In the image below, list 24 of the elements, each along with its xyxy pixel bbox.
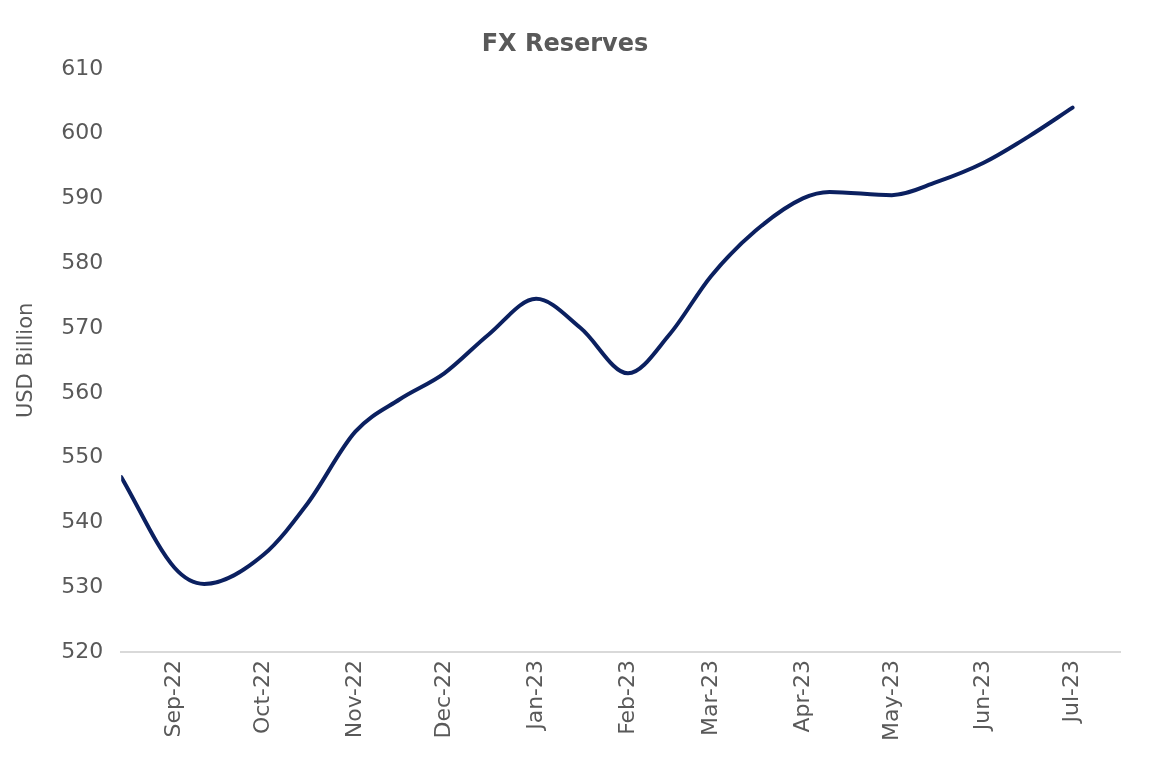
y-tick-label: 610 — [61, 54, 104, 80]
x-tick-label: Nov-22 — [341, 659, 367, 739]
x-tick-label: Sep-22 — [160, 659, 186, 738]
y-axis-title: USD Billion — [13, 302, 38, 419]
x-tick-label: Jul-23 — [1058, 659, 1084, 725]
chart-title: FX Reserves — [481, 28, 649, 57]
x-tick-label: May-23 — [877, 659, 903, 741]
x-tick-label: Dec-22 — [429, 659, 455, 739]
x-tick-label: Jun-23 — [969, 659, 995, 733]
y-tick-label: 570 — [61, 313, 104, 339]
y-tick-label: 590 — [61, 184, 104, 210]
y-tick-label: 560 — [61, 378, 104, 404]
line-series — [121, 105, 1075, 586]
y-tick-label: 530 — [61, 572, 104, 598]
y-tick-label: 580 — [61, 248, 104, 274]
x-tick-label: Mar-23 — [696, 659, 722, 737]
x-tick-label: Jan-23 — [521, 659, 547, 732]
y-tick-label: 520 — [61, 637, 104, 663]
y-tick-label: 600 — [61, 119, 104, 145]
x-tick-label: Feb-23 — [613, 659, 639, 735]
x-tick-label: Oct-22 — [249, 659, 275, 734]
y-tick-label: 550 — [61, 443, 104, 469]
y-tick-label: 540 — [61, 508, 104, 534]
x-tick-label: Apr-23 — [788, 659, 814, 733]
